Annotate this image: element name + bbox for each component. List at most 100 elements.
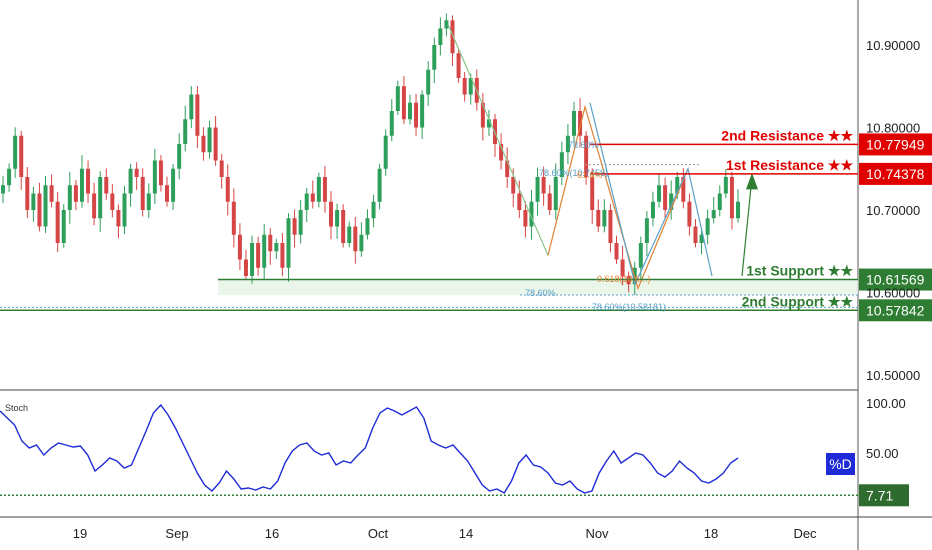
- candle-body: [86, 168, 91, 194]
- candle-body: [456, 53, 461, 78]
- candle-body: [395, 86, 400, 111]
- candle-body: [274, 243, 279, 252]
- stoch-title: Stoch: [5, 403, 28, 413]
- candle-body: [438, 28, 443, 45]
- candle-body: [480, 102, 485, 128]
- candle-body: [687, 201, 692, 227]
- candle-body: [49, 185, 54, 202]
- candle-body: [450, 20, 455, 54]
- candle-body: [432, 45, 437, 70]
- fib-label-0: 78.60%(10.7458): [539, 168, 608, 178]
- fib-labels-group: 78.60%(10.7458)61.8% 78.60% 0.618(10.6...)…: [525, 140, 666, 312]
- price-tick-2: 10.70000: [866, 203, 920, 218]
- candle-body: [663, 185, 668, 210]
- candle-body: [13, 135, 18, 169]
- level-label-1: 1st Resistance ★★: [726, 157, 853, 173]
- candle-body: [195, 94, 200, 136]
- candle-body: [213, 127, 218, 161]
- candle-body: [61, 210, 66, 243]
- levels-group: 2nd Resistance ★★ 10.77949 1st Resistance …: [0, 127, 932, 322]
- level-price-3: 10.57842: [866, 302, 925, 318]
- candle-body: [365, 218, 370, 235]
- price-tick-0: 10.90000: [866, 38, 920, 53]
- candle-body: [529, 201, 534, 227]
- time-tick-1: Sep: [165, 526, 188, 541]
- candle-body: [675, 177, 680, 194]
- candle-body: [638, 243, 643, 268]
- candle-body: [553, 177, 558, 210]
- candle-body: [189, 94, 194, 120]
- candle-body: [67, 185, 72, 210]
- candle-body: [517, 193, 522, 210]
- candle-body: [462, 78, 467, 95]
- level-price-badge-2: [859, 268, 932, 291]
- projection-up-arrow: [741, 176, 753, 277]
- candle-body: [165, 185, 170, 202]
- candle-body: [511, 177, 516, 194]
- candle-body: [571, 111, 576, 136]
- candle-body: [426, 69, 431, 95]
- time-tick-6: 18: [704, 526, 718, 541]
- candle-body: [547, 193, 552, 210]
- time-tick-7: Dec: [793, 526, 817, 541]
- candle-body: [347, 226, 352, 243]
- candle-body: [122, 193, 127, 227]
- candle-body: [171, 168, 176, 202]
- level-price-0: 10.77949: [866, 136, 925, 152]
- time-tick-0: 19: [73, 526, 87, 541]
- candle-body: [329, 201, 334, 227]
- candle-body: [401, 86, 406, 120]
- level-label-0: 2nd Resistance ★★: [721, 127, 853, 143]
- candle-body: [420, 94, 425, 128]
- candle-body: [183, 119, 188, 144]
- stochastic-pane: Stoch 100.00 50.00 7.71 %D: [0, 396, 909, 507]
- candle-body: [243, 259, 248, 276]
- candle-body: [128, 168, 133, 194]
- candle-body: [717, 193, 722, 210]
- candle-body: [92, 193, 97, 219]
- candle-body: [280, 243, 285, 268]
- pattern-leg-blue: [589, 102, 713, 287]
- candle-body: [535, 177, 540, 202]
- fib-label-5: 78.60%(10.58181): [592, 302, 666, 312]
- candle-body: [359, 234, 364, 252]
- candle-body: [669, 193, 674, 210]
- candle-body: [310, 193, 315, 202]
- candle-body: [262, 234, 267, 268]
- harmonic-patterns-group: [0, 24, 858, 308]
- candle-body: [578, 111, 583, 136]
- candle-body: [505, 160, 510, 177]
- price-tick-4: 10.50000: [866, 368, 920, 383]
- candle-body: [207, 127, 212, 153]
- candle-body: [304, 193, 309, 210]
- level-price-2: 10.61569: [866, 272, 925, 288]
- candle-body: [31, 193, 36, 210]
- candle-body: [444, 20, 449, 29]
- level-label-3: 2nd Support ★★: [742, 293, 854, 309]
- candle-body: [219, 160, 224, 177]
- candle-body: [19, 135, 24, 177]
- candle-body: [335, 210, 340, 227]
- candle-body: [711, 210, 716, 219]
- time-tick-2: 16: [265, 526, 279, 541]
- candle-body: [43, 185, 48, 227]
- arrow-head-icon: [746, 172, 758, 190]
- candle-body: [584, 135, 589, 177]
- price-tick-1: 10.80000: [866, 121, 920, 136]
- candle-body: [231, 201, 236, 235]
- candle-body: [250, 243, 255, 276]
- candle-body: [1, 185, 5, 194]
- stoch-d-line: [0, 403, 739, 494]
- candle-body: [729, 177, 734, 219]
- candle-body: [322, 177, 327, 202]
- level-label-2: 1st Support ★★: [746, 263, 853, 279]
- candle-body: [468, 78, 473, 95]
- candle-body: [523, 210, 528, 227]
- candle-body: [596, 210, 601, 227]
- candle-body: [134, 168, 139, 177]
- stoch-legend-label: %D: [829, 456, 852, 472]
- candle-body: [565, 135, 570, 153]
- candle-body: [486, 119, 491, 128]
- candle-body: [316, 177, 321, 202]
